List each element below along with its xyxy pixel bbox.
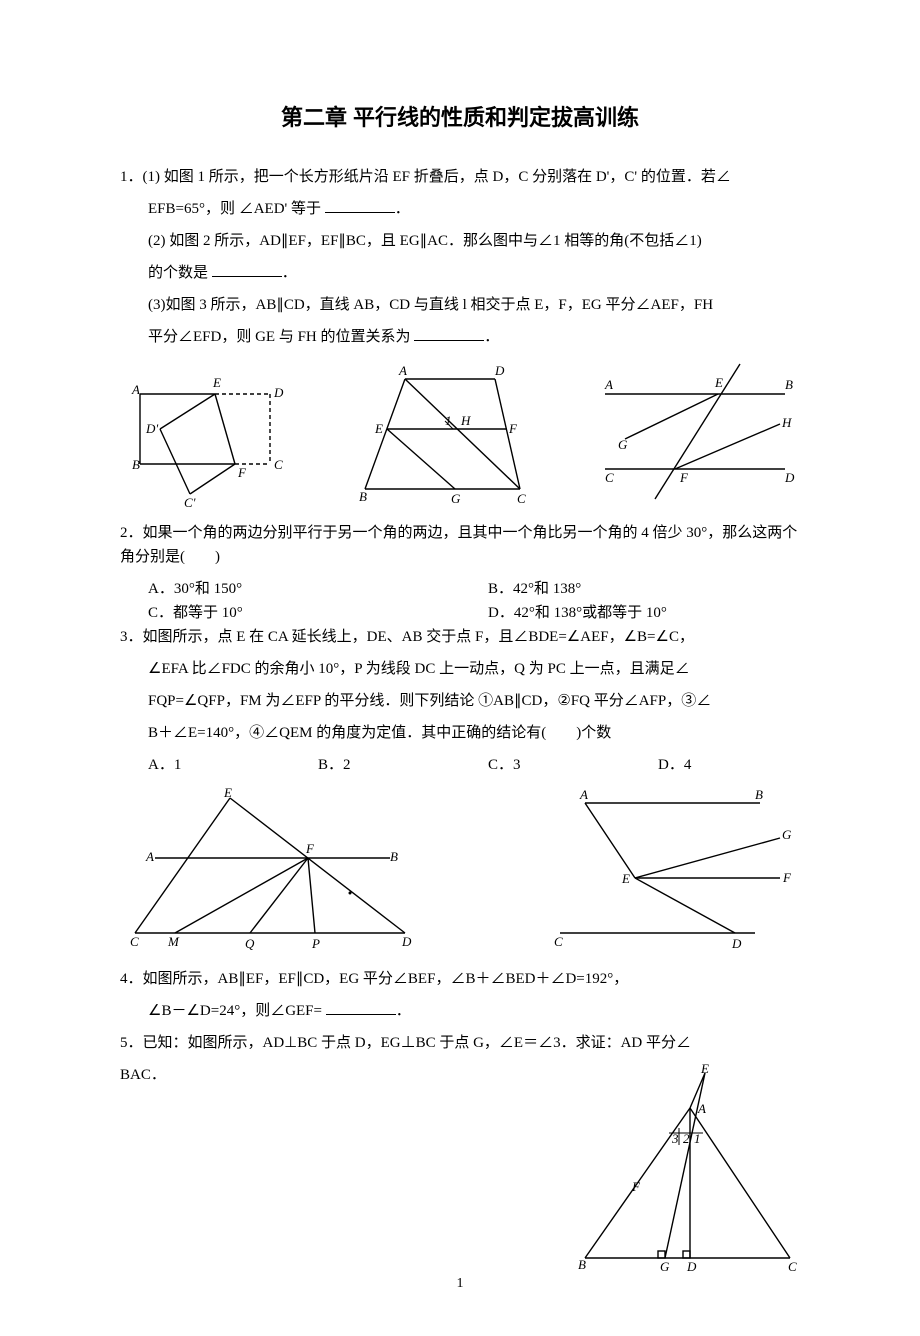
svg-text:H: H <box>781 415 792 430</box>
q1-3-line1: (3)如图 3 所示，AB∥CD，直线 AB，CD 与直线 l 相交于点 E，F… <box>120 293 800 317</box>
q3-line3: FQP=∠QFP，FM 为∠EFP 的平分线．则下列结论 ①AB∥CD，②FQ … <box>120 689 800 713</box>
q1-1-text: EFB=65°，则 ∠AED' 等于 <box>148 201 321 217</box>
svg-text:G: G <box>451 491 461 506</box>
figure-3: A E B G H C F D <box>590 359 800 509</box>
q2-A: A．30°和 150° <box>120 577 460 601</box>
q1-1-line2: EFB=65°，则 ∠AED' 等于 ． <box>120 197 800 221</box>
svg-text:C: C <box>788 1259 797 1273</box>
q1-2-line2: 的个数是 ． <box>120 261 800 285</box>
svg-text:A: A <box>145 849 154 864</box>
svg-text:C': C' <box>184 495 196 509</box>
figure-q5: 3 2 1 E A F B G D C <box>570 1063 800 1273</box>
q1-1-line1: 1．(1) 如图 1 所示，把一个长方形纸片沿 EF 折叠后，点 D，C 分别落… <box>120 165 800 189</box>
figure-row-1: A E D B F C D' C' <box>120 359 800 509</box>
svg-text:P: P <box>311 936 320 951</box>
q1-3-text: 平分∠EFD，则 GE 与 FH 的位置关系为 <box>148 329 411 345</box>
page-number: 1 <box>120 1273 800 1295</box>
q5-line1: 5．已知：如图所示，AD⊥BC 于点 D，EG⊥BC 于点 G，∠E＝∠3．求证… <box>120 1031 800 1055</box>
q3-options: A．1 B．2 C．3 D．4 <box>120 753 800 777</box>
figure-2: 1 A D E H F B G C <box>345 359 545 509</box>
blank <box>414 325 484 341</box>
q4-line1: 4．如图所示，AB∥EF，EF∥CD，EG 平分∠BEF，∠B＋∠BED＋∠D=… <box>120 967 800 991</box>
svg-text:E: E <box>212 375 221 390</box>
q4-line2: ∠B－∠D=24°，则∠GEF= ． <box>120 999 800 1023</box>
svg-text:D: D <box>401 934 412 949</box>
q1-2-line1: (2) 如图 2 所示，AD∥EF，EF∥BC，且 EG∥AC．那么图中与∠1 … <box>120 229 800 253</box>
svg-text:M: M <box>167 934 180 949</box>
svg-text:E: E <box>374 421 383 436</box>
svg-text:C: C <box>130 934 139 949</box>
svg-text:D: D <box>731 936 742 951</box>
svg-text:D: D <box>686 1259 697 1273</box>
q2-options: A．30°和 150° B．42°和 138° C．都等于 10° D．42°和… <box>120 577 800 625</box>
svg-text:B: B <box>785 377 793 392</box>
q3-D: D．4 <box>630 753 800 777</box>
svg-text:G: G <box>782 827 792 842</box>
svg-text:Q: Q <box>245 936 255 951</box>
svg-text:C: C <box>517 491 526 506</box>
q3-line1: 3．如图所示，点 E 在 CA 延长线上，DE、AB 交于点 F，且∠BDE=∠… <box>120 625 800 649</box>
svg-text:F: F <box>237 465 247 480</box>
q3-C: C．3 <box>460 753 630 777</box>
q1-3-line2: 平分∠EFD，则 GE 与 FH 的位置关系为 ． <box>120 325 800 349</box>
svg-text:F: F <box>508 421 518 436</box>
svg-text:C: C <box>605 470 614 485</box>
svg-text:B: B <box>390 849 398 864</box>
q3-B: B．2 <box>290 753 460 777</box>
svg-text:1: 1 <box>445 413 452 428</box>
svg-text:C: C <box>274 457 283 472</box>
q3-A: A．1 <box>120 753 290 777</box>
q3-line2: ∠EFA 比∠FDC 的余角小 10°，P 为线段 DC 上一动点，Q 为 PC… <box>120 657 800 681</box>
q2: 2．如果一个角的两边分别平行于另一个角的两边，且其中一个角比另一个角的 4 倍少… <box>120 521 800 569</box>
svg-text:A: A <box>604 377 613 392</box>
svg-text:G: G <box>618 437 628 452</box>
svg-text:E: E <box>714 375 723 390</box>
svg-text:A: A <box>131 382 140 397</box>
q1-2-text: 的个数是 <box>148 265 208 281</box>
svg-text:E: E <box>621 871 630 886</box>
figure-q3: E A F B C M Q P D <box>120 783 420 953</box>
svg-text:H: H <box>460 413 471 428</box>
svg-text:E: E <box>223 785 232 800</box>
svg-text:A: A <box>697 1101 706 1116</box>
svg-text:B: B <box>755 787 763 802</box>
svg-text:G: G <box>660 1259 670 1273</box>
svg-text:F: F <box>631 1179 641 1194</box>
svg-text:D': D' <box>145 421 158 436</box>
svg-text:B: B <box>359 489 367 504</box>
figure-1: A E D B F C D' C' <box>120 369 300 509</box>
blank <box>326 999 396 1015</box>
q4-text: ∠B－∠D=24°，则∠GEF= <box>148 1003 322 1019</box>
svg-text:D: D <box>273 385 284 400</box>
svg-text:E: E <box>700 1063 709 1076</box>
blank <box>212 261 282 277</box>
svg-text:A: A <box>579 787 588 802</box>
svg-text:B: B <box>132 457 140 472</box>
svg-text:D: D <box>494 363 505 378</box>
figure-q4: A B G E F C D <box>540 783 800 953</box>
q3-line4: B＋∠E=140°，④∠QEM 的角度为定值．其中正确的结论有( )个数 <box>120 721 800 745</box>
svg-text:F: F <box>305 841 315 856</box>
svg-text:F: F <box>782 870 792 885</box>
figure-row-2: E A F B C M Q P D <box>120 783 800 953</box>
page-title: 第二章 平行线的性质和判定拔高训练 <box>120 100 800 135</box>
q2-D: D．42°和 138°或都等于 10° <box>460 601 800 625</box>
svg-text:F: F <box>679 470 689 485</box>
svg-text:B: B <box>578 1257 586 1272</box>
q2-C: C．都等于 10° <box>120 601 460 625</box>
svg-text:C: C <box>554 934 563 949</box>
blank <box>325 197 395 213</box>
q2-B: B．42°和 138° <box>460 577 800 601</box>
svg-text:A: A <box>398 363 407 378</box>
svg-text:D: D <box>784 470 795 485</box>
